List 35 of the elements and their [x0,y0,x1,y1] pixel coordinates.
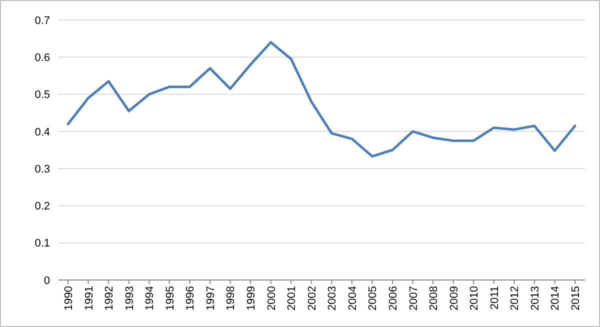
x-tick-label: 2003 [326,286,339,310]
y-tick-label: 0.5 [34,89,50,102]
y-tick-label: 0.6 [34,52,50,64]
x-tick-label: 2015 [570,286,582,310]
x-tick-label: 2002 [306,286,318,310]
x-tick-label: 2010 [468,286,481,310]
x-tick-label: 2007 [408,286,420,310]
y-tick-label: 0 [44,274,50,287]
x-tick-label: 1994 [144,286,156,310]
x-tick-label: 2008 [428,286,440,310]
y-tick-label: 0.1 [34,238,50,250]
x-tick-label: 1990 [63,286,75,310]
x-tick-label: 1992 [104,286,116,310]
line-series [66,41,576,158]
x-tick-label: 2001 [286,286,298,310]
x-tick-label: 2014 [550,286,562,310]
x-tick-label: 1993 [124,286,136,310]
x-tick-label: 2006 [387,286,400,310]
x-tick-label: 1995 [164,286,176,310]
x-tick-label: 2011 [488,286,501,310]
x-tick-label: 1999 [246,286,258,310]
y-tick-label: 0.4 [34,126,50,138]
x-tick-label: 2009 [448,286,460,310]
x-tick-label: 1991 [83,286,96,310]
x-tick-label: 2012 [509,286,522,310]
x-tick-label: 2013 [529,286,542,310]
x-tick-label: 1998 [225,286,238,310]
y-tick-label: 0.7 [34,14,50,27]
y-tick-label: 0.3 [34,163,50,176]
x-tick-label: 2004 [346,286,359,310]
x-tick-label: 1997 [204,286,217,310]
x-tick-label: 2005 [367,286,380,310]
x-tick-label: 1996 [184,286,197,310]
x-tick-label: 2000 [266,286,278,310]
y-tick-label: 0.2 [34,200,50,213]
